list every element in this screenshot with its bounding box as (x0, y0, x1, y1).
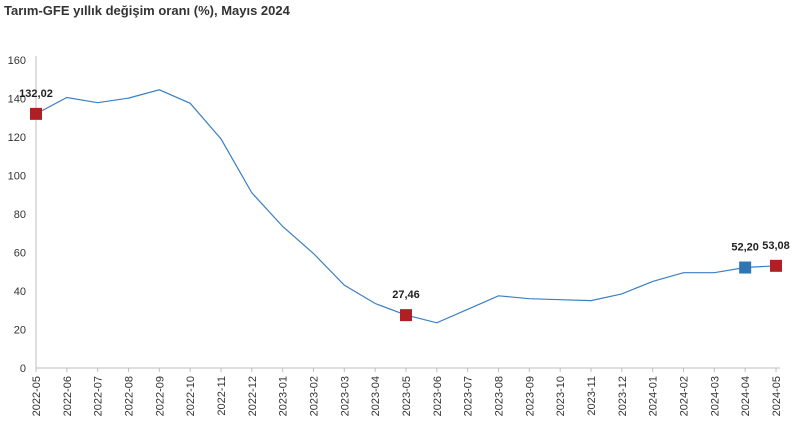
data-marker (400, 309, 412, 322)
chart-title: Tarım-GFE yıllık değişim oranı (%), Mayı… (4, 3, 290, 18)
series-line (35, 89, 777, 324)
x-tick-label: 2023-09 (524, 376, 536, 416)
x-tick-label: 2023-06 (432, 376, 444, 416)
x-tick-label: 2022-08 (124, 376, 136, 416)
y-tick-label: 80 (14, 209, 26, 221)
x-tick-label: 2023-01 (278, 376, 290, 416)
x-tick-label: 2022-09 (154, 376, 166, 416)
x-tick-label: 2023-02 (309, 376, 321, 416)
x-tick-label: 2024-05 (771, 376, 783, 416)
data-marker (739, 261, 752, 274)
x-tick-label: 2023-03 (339, 376, 351, 416)
x-tick-label: 2024-03 (709, 376, 721, 416)
y-tick-label: 20 (14, 325, 26, 337)
x-tick-label: 2023-08 (494, 376, 506, 416)
x-tick-label: 2023-07 (463, 376, 475, 416)
y-tick-label: 120 (8, 132, 26, 144)
data-label: 52,20 (731, 242, 759, 254)
data-label: 53,08 (762, 240, 790, 252)
x-tick-label: 2022-06 (62, 376, 74, 416)
x-tick-label: 2024-04 (740, 376, 752, 416)
x-tick-label: 2022-11 (216, 376, 228, 416)
x-tick-label: 2024-01 (648, 376, 660, 416)
y-tick-label: 0 (20, 363, 26, 375)
y-tick-label: 100 (8, 171, 26, 183)
data-labels: 132,02 27,46 52,20 53,08 (19, 88, 790, 301)
data-label: 132,02 (19, 88, 53, 100)
series-lines (35, 89, 777, 324)
data-marker (770, 259, 782, 272)
data-label: 27,46 (392, 289, 420, 301)
y-tick-label: 40 (14, 286, 26, 298)
chart-axes (35, 56, 780, 369)
x-tick-label: 2024-02 (679, 376, 691, 416)
x-axis-ticks: 2022-05 2022-06 2022-07 2022-08 2022-09 2022-… (31, 368, 783, 416)
x-tick-label: 2023-12 (617, 376, 629, 416)
x-tick-label: 2023-11 (586, 376, 598, 416)
x-tick-label: 2023-04 (370, 376, 382, 416)
y-tick-label: 140 (8, 94, 26, 106)
y-tick-label: 160 (8, 55, 26, 67)
y-axis-ticks: 0 20 40 60 80 100 120 140 160 (8, 55, 26, 375)
x-tick-label: 2023-10 (555, 376, 567, 416)
x-tick-label: 2022-05 (31, 376, 43, 416)
data-marker (30, 107, 42, 120)
x-tick-label: 2022-12 (247, 376, 259, 416)
y-tick-label: 60 (14, 248, 26, 260)
x-tick-label: 2022-07 (93, 376, 105, 416)
data-markers (30, 107, 782, 322)
x-tick-label: 2022-10 (185, 376, 197, 416)
x-tick-label: 2023-05 (401, 376, 413, 416)
